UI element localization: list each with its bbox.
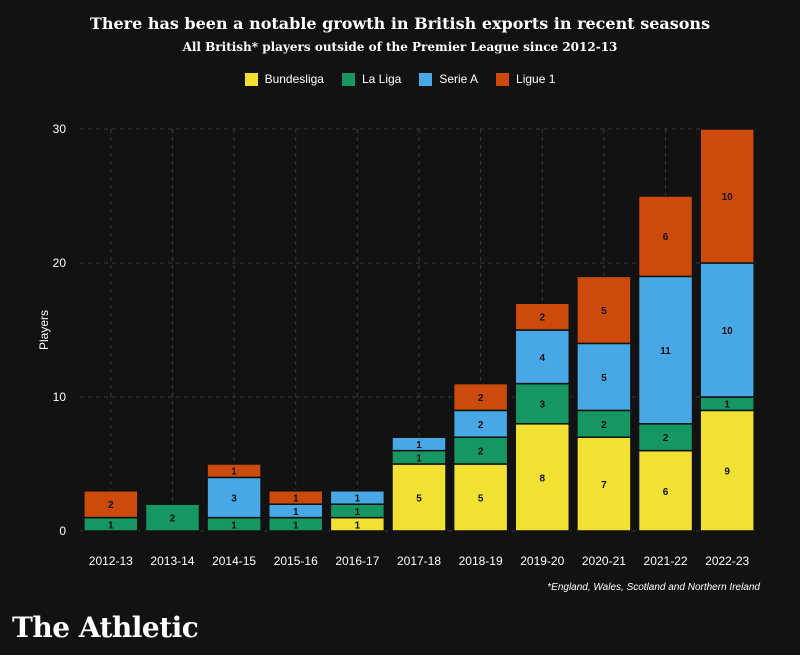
legend-label-bundesliga: Bundesliga: [264, 72, 324, 86]
bar-segment: [452, 409, 509, 438]
bar-value-label: 1: [355, 520, 361, 531]
bar-value-label: 1: [416, 440, 422, 451]
bar-segment: [576, 275, 632, 345]
bar-segment: [699, 128, 755, 264]
x-tick-label: 2017-18: [397, 554, 441, 568]
bar-segment: [144, 503, 201, 532]
legend-swatch-la-liga: [341, 72, 355, 86]
y-tick-label: 20: [53, 256, 67, 270]
bar-segment: [576, 342, 632, 412]
bar-value-label: 1: [724, 400, 730, 411]
bar-value-label: 3: [539, 400, 545, 411]
y-axis-label: Players: [37, 310, 51, 350]
bar-segment: [329, 490, 386, 505]
legend-swatch-serie-a: [419, 72, 433, 86]
legend-label-la-liga: La Liga: [361, 72, 402, 86]
bar-segment: [267, 490, 324, 505]
bar-value-label: 5: [416, 494, 422, 505]
bar-segment: [699, 409, 755, 532]
bar-value-label: 6: [663, 232, 669, 243]
chart-subtitle: All British* players outside of the Prem…: [182, 40, 618, 54]
bar-value-label: 1: [355, 507, 361, 518]
x-tick-label: 2015-16: [274, 554, 318, 568]
legend-item-bundesliga: Bundesliga: [244, 72, 324, 86]
bar-segment: [452, 382, 509, 412]
legend-item-ligue-1: Ligue 1: [496, 72, 555, 86]
bar-value-label: 1: [231, 520, 237, 531]
legend-swatch-ligue-1: [496, 72, 510, 86]
bar-value-label: 11: [660, 346, 671, 357]
bar-segment: [514, 382, 571, 425]
bar-segment: [391, 436, 447, 452]
bar-value-label: 1: [231, 467, 237, 478]
bar-value-label: 2: [478, 420, 484, 431]
bar-value-label: 5: [601, 373, 607, 384]
x-tick-label: 2018-19: [459, 554, 503, 568]
legend-label-ligue-1: Ligue 1: [516, 72, 556, 86]
bar-value-label: 5: [478, 494, 484, 505]
bar-segment: [637, 449, 694, 532]
y-tick-label: 30: [53, 122, 67, 136]
x-tick-label: 2013-14: [150, 554, 194, 568]
bar-value-label: 2: [478, 447, 484, 458]
bar-value-label: 2: [601, 420, 607, 431]
bar-value-label: 2: [663, 433, 669, 444]
legend-label-serie-a: Serie A: [439, 72, 479, 86]
bar-value-label: 10: [722, 192, 734, 203]
x-tick-label: 2021-22: [644, 554, 688, 568]
bar-value-label: 4: [539, 353, 545, 364]
y-tick-label: 10: [53, 390, 67, 404]
legend-swatch-bundesliga: [244, 72, 258, 86]
footnote: *England, Wales, Scotland and Northern I…: [547, 582, 760, 593]
bar-value-label: 8: [539, 473, 545, 484]
bar-value-label: 1: [108, 520, 114, 531]
bar-value-label: 9: [724, 467, 730, 478]
x-tick-label: 2012-13: [89, 554, 133, 568]
y-tick-label: 0: [59, 524, 66, 538]
bar-segment: [576, 409, 632, 438]
x-tick-label: 2022-23: [705, 554, 749, 568]
bar-segment: [637, 195, 694, 278]
bar-value-label: 1: [355, 494, 361, 505]
bar-value-label: 7: [601, 480, 607, 491]
x-tick-label: 2014-15: [212, 554, 256, 568]
bar-value-label: 1: [293, 520, 299, 531]
bar-value-label: 10: [722, 326, 734, 337]
legend-item-serie-a: Serie A: [419, 72, 478, 86]
bar-segment: [452, 436, 509, 465]
bar-segment: [83, 490, 139, 519]
x-tick-label: 2020-21: [582, 554, 626, 568]
bar-segment: [391, 463, 447, 532]
bar-segment: [514, 329, 571, 385]
bar-value-label: 6: [663, 487, 669, 498]
x-tick-label: 2016-17: [335, 554, 379, 568]
bar-value-label: 1: [293, 494, 299, 505]
stacked-bar-chart: 0 10 20 30 Players 1 2 2012-13 2 2013-14 1 3 1 2014-1…: [37, 122, 758, 568]
bar-segment: [206, 463, 262, 479]
bar-value-label: 2: [108, 500, 114, 511]
bar-segment: [452, 463, 509, 532]
bar-segment: [514, 302, 571, 331]
bar-segment: [576, 436, 632, 532]
legend-item-la-liga: La Liga: [341, 72, 402, 86]
bar-value-label: 1: [293, 507, 299, 518]
bar-value-label: 2: [478, 393, 484, 404]
bar-value-label: 5: [601, 306, 607, 317]
bar-value-label: 2: [170, 514, 176, 525]
brand-logo: The Athletic: [12, 611, 199, 644]
bar-value-label: 2: [539, 313, 545, 324]
chart-title: There has been a notable growth in Briti…: [89, 14, 711, 33]
x-tick-label: 2019-20: [520, 554, 564, 568]
bar-segment: [637, 275, 694, 425]
legend: Bundesliga La Liga Serie A Ligue 1: [0, 72, 800, 86]
bar-value-label: 3: [231, 494, 237, 505]
bar-value-label: 1: [416, 453, 422, 464]
